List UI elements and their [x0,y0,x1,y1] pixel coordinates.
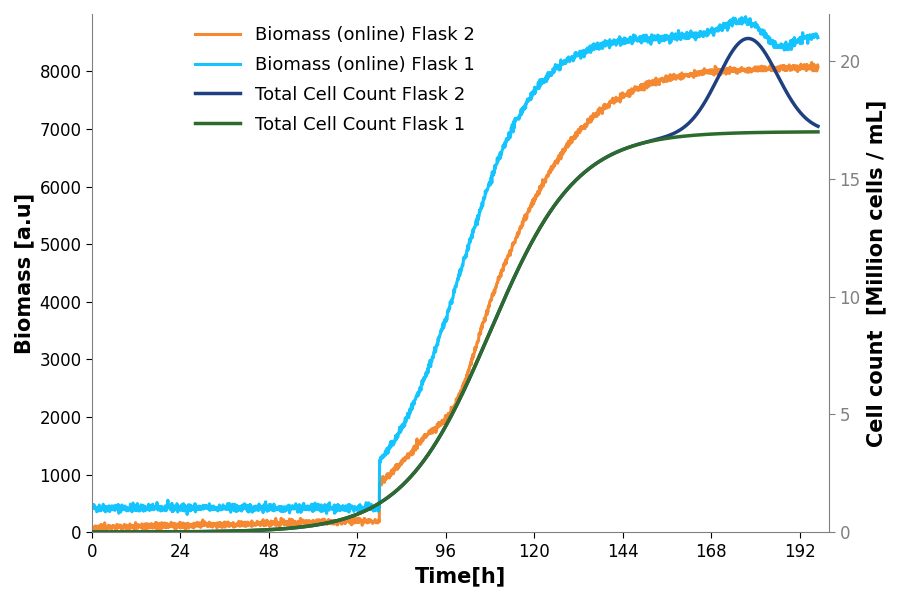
Line: Total Cell Count Flask 1: Total Cell Count Flask 1 [92,132,818,532]
Biomass (online) Flask 1 [86,503,97,511]
Total Cell Count Flask 2 [439,424,450,431]
Total Cell Count Flask 2 [791,104,802,112]
Y-axis label: Biomass [a.u]: Biomass [a.u] [14,193,34,353]
Line: Biomass (online) Flask 1: Biomass (online) Flask 1 [92,17,818,514]
Biomass (online) Flask 1 [792,37,803,44]
Biomass (online) Flask 1 [659,34,670,41]
Biomass (online) Flask 1 [813,34,824,41]
Biomass (online) Flask 2 [792,65,803,73]
Legend: Biomass (online) Flask 2, Biomass (online) Flask 1, Total Cell Count Flask 2, To: Biomass (online) Flask 2, Biomass (onlin… [188,19,482,141]
Biomass (online) Flask 2 [806,59,817,66]
Total Cell Count Flask 1 [420,454,431,461]
Biomass (online) Flask 2 [659,76,670,83]
Biomass (online) Flask 1 [741,13,751,20]
Total Cell Count Flask 2 [813,122,824,130]
Line: Total Cell Count Flask 2: Total Cell Count Flask 2 [92,38,818,532]
Line: Biomass (online) Flask 2: Biomass (online) Flask 2 [92,62,818,532]
X-axis label: Time[h]: Time[h] [415,566,506,586]
Total Cell Count Flask 1 [813,128,824,136]
Biomass (online) Flask 2 [95,529,106,536]
Biomass (online) Flask 2 [813,63,824,70]
Total Cell Count Flask 1 [658,135,669,142]
Total Cell Count Flask 1 [791,128,802,136]
Biomass (online) Flask 2 [791,62,802,70]
Total Cell Count Flask 2 [658,134,669,141]
Biomass (online) Flask 1 [792,38,803,46]
Biomass (online) Flask 2 [124,521,135,529]
Y-axis label: Cell count  [Million cells / mL]: Cell count [Million cells / mL] [866,100,886,446]
Total Cell Count Flask 2 [420,454,431,461]
Biomass (online) Flask 1 [420,369,431,376]
Total Cell Count Flask 1 [791,128,802,136]
Total Cell Count Flask 2 [86,529,97,536]
Total Cell Count Flask 2 [742,35,753,42]
Total Cell Count Flask 1 [86,529,97,536]
Total Cell Count Flask 2 [792,105,803,112]
Total Cell Count Flask 1 [439,424,450,431]
Total Cell Count Flask 2 [123,529,134,536]
Biomass (online) Flask 1 [182,511,193,518]
Biomass (online) Flask 1 [123,505,134,512]
Biomass (online) Flask 2 [420,434,431,441]
Biomass (online) Flask 2 [86,525,97,532]
Total Cell Count Flask 1 [123,529,134,536]
Biomass (online) Flask 2 [440,412,451,419]
Biomass (online) Flask 1 [440,317,451,325]
